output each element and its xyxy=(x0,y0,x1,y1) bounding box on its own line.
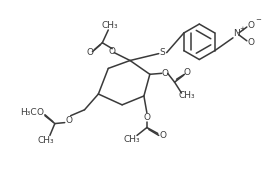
Text: −: − xyxy=(255,17,261,23)
Text: O: O xyxy=(109,47,116,56)
Text: +: + xyxy=(239,26,245,32)
Text: O: O xyxy=(65,116,72,125)
Text: CH₃: CH₃ xyxy=(102,21,119,29)
Text: N: N xyxy=(233,29,240,38)
Text: O: O xyxy=(87,48,94,57)
Text: CH₃: CH₃ xyxy=(38,136,54,145)
Text: S: S xyxy=(160,48,166,57)
Text: O: O xyxy=(247,38,254,47)
Text: O: O xyxy=(143,113,150,122)
Text: O: O xyxy=(247,21,254,29)
Text: O: O xyxy=(184,68,191,77)
Text: CH₃: CH₃ xyxy=(178,92,195,101)
Text: CH₃: CH₃ xyxy=(124,135,140,144)
Text: O: O xyxy=(159,131,166,140)
Text: H₃C: H₃C xyxy=(20,108,36,117)
Text: O: O xyxy=(161,69,168,78)
Text: O: O xyxy=(37,108,44,117)
